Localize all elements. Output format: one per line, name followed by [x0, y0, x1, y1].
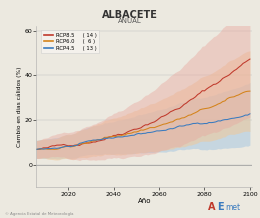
Y-axis label: Cambio en dias cálidos (%): Cambio en dias cálidos (%): [16, 66, 22, 147]
Text: ANUAL: ANUAL: [118, 18, 142, 24]
Legend: RCP8.5     ( 14 ), RCP6.0     (  6 ), RCP4.5     ( 13 ): RCP8.5 ( 14 ), RCP6.0 ( 6 ), RCP4.5 ( 13…: [41, 31, 100, 53]
Text: E: E: [217, 202, 224, 212]
Text: met: met: [225, 203, 240, 212]
X-axis label: Año: Año: [138, 198, 151, 204]
Text: A: A: [208, 202, 216, 212]
Text: © Agencia Estatal de Meteorología: © Agencia Estatal de Meteorología: [5, 212, 74, 216]
Text: ALBACETE: ALBACETE: [102, 10, 158, 20]
